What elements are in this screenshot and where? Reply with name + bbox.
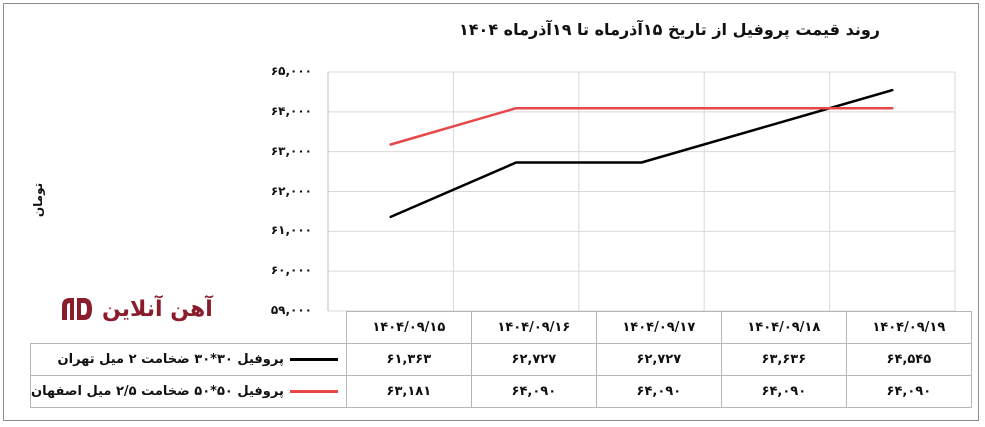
series-line-0 [389, 88, 894, 219]
legend-line-black [289, 358, 338, 361]
logo-text: آهن آنلاین [102, 296, 213, 322]
y-tick-label: ۶۵,۰۰۰ [270, 64, 312, 78]
legend-entry: پروفیل ۳۰*۳۰ ضخامت ۲ میل تهران [30, 343, 347, 376]
data-label: ۶۳,۶۳۶ [720, 343, 847, 376]
x-tick-label: ۱۴۰۴/۰۹/۱۸ [720, 311, 847, 344]
y-tick-label: ۶۲,۰۰۰ [270, 183, 312, 198]
y-tick-label: ۵۹,۰۰۰ [270, 303, 312, 317]
series-row-isfahan: پروفیل ۵۰*۵۰ ضخامت ۲/۵ میل اصفهان ۶۳,۱۸۱… [30, 375, 972, 408]
data-label: ۶۴,۰۹۰ [720, 375, 847, 408]
x-tick-label: ۱۴۰۴/۰۹/۱۷ [595, 311, 722, 344]
table-corner [31, 312, 347, 344]
brand-logo: آهن آنلاین [60, 292, 240, 326]
series-line-1 [389, 106, 894, 146]
series-row-tehran: پروفیل ۳۰*۳۰ ضخامت ۲ میل تهران ۶۱,۳۶۳ ۶۲… [30, 343, 972, 376]
legend-entry: پروفیل ۵۰*۵۰ ضخامت ۲/۵ میل اصفهان [30, 375, 347, 408]
y-tick-label: ۶۱,۰۰۰ [270, 223, 312, 238]
data-label: ۶۲,۷۲۷ [470, 343, 597, 376]
data-label: ۶۴,۰۹۰ [845, 375, 972, 408]
series-name: پروفیل ۵۰*۵۰ ضخامت ۲/۵ میل اصفهان [31, 384, 284, 399]
data-label: ۶۲,۷۲۷ [595, 343, 722, 376]
category-row: ۱۴۰۴/۰۹/۱۵ ۱۴۰۴/۰۹/۱۶ ۱۴۰۴/۰۹/۱۷ ۱۴۰۴/۰۹… [31, 311, 972, 344]
y-tick-label: ۶۰,۰۰۰ [270, 263, 312, 278]
logo-icon [62, 298, 92, 320]
legend-line-red [289, 390, 338, 393]
x-tick-label: ۱۴۰۴/۰۹/۱۹ [845, 311, 972, 344]
y-tick-label: ۶۳,۰۰۰ [270, 143, 312, 158]
x-tick-label: ۱۴۰۴/۰۹/۱۵ [345, 311, 472, 344]
series-name: پروفیل ۳۰*۳۰ ضخامت ۲ میل تهران [57, 352, 284, 367]
data-table: ۱۴۰۴/۰۹/۱۵ ۱۴۰۴/۰۹/۱۶ ۱۴۰۴/۰۹/۱۷ ۱۴۰۴/۰۹… [30, 311, 972, 408]
x-tick-label: ۱۴۰۴/۰۹/۱۶ [470, 311, 597, 344]
data-label: ۶۳,۱۸۱ [345, 375, 472, 408]
data-label: ۶۴,۰۹۰ [470, 375, 597, 408]
chart-title: روند قیمت پروفیل از تاریخ ۱۵آذرماه تا ۱۹… [459, 20, 880, 39]
y-tick-label: ۶۴,۰۰۰ [270, 103, 312, 118]
data-label: ۶۴,۵۴۵ [845, 343, 972, 376]
data-label: ۶۴,۰۹۰ [595, 375, 722, 408]
data-label: ۶۱,۳۶۳ [345, 343, 472, 376]
chart-frame [3, 3, 979, 421]
